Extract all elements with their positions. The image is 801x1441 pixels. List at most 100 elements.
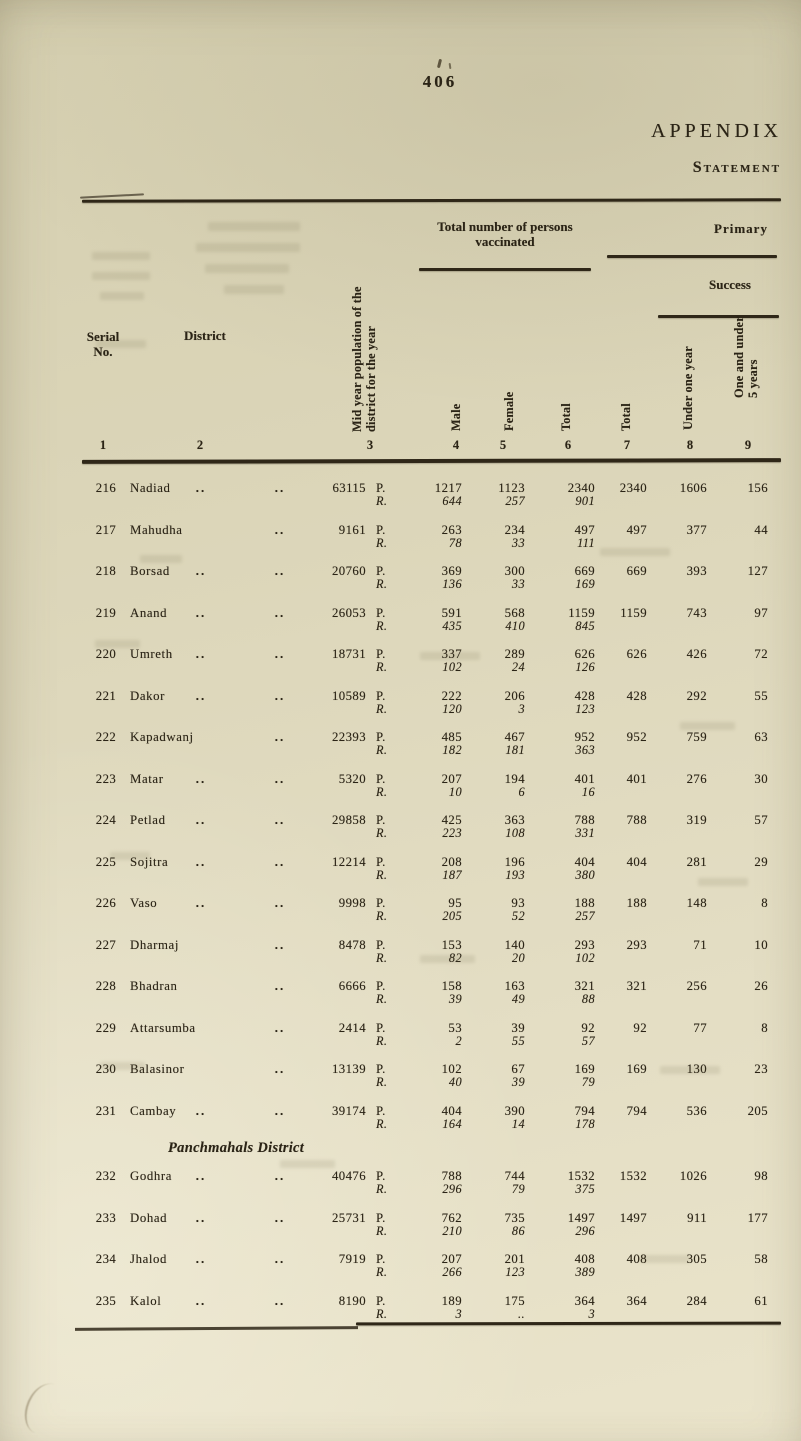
- population-cell: 2414: [338, 1020, 366, 1035]
- population-cell: 40476: [332, 1169, 366, 1183]
- primary-value: 30: [754, 771, 768, 786]
- population-cell: 63115: [332, 481, 366, 495]
- primary-value: 57: [754, 813, 768, 827]
- table-row: 235 Kalol.... 8190 P. R. 189 3 175.. 364 3 364 284 6…: [0, 1287, 801, 1329]
- primary-value: 794: [574, 1103, 595, 1118]
- revaccinated-row-label: R.: [376, 494, 388, 508]
- value-cell: 53 2: [415, 1021, 475, 1049]
- value-cell: 169: [600, 1062, 660, 1076]
- value-cell: 2340 901: [548, 481, 608, 509]
- primary-value: 281: [686, 854, 707, 869]
- primary-value: 401: [574, 771, 595, 786]
- primary-value: 207: [441, 771, 462, 786]
- primary-value: 428: [574, 688, 595, 703]
- serial-cell: 235: [95, 1293, 117, 1308]
- primary-value: 201: [504, 1252, 525, 1266]
- primary-value: 788: [441, 1169, 462, 1183]
- value-cell: 92: [600, 1021, 660, 1035]
- value-cell: 369 136: [415, 564, 475, 592]
- revaccinated-value: 178: [575, 1116, 595, 1131]
- primary-value: 485: [441, 730, 462, 744]
- leader-dots: ..: [195, 1210, 207, 1225]
- bleedthrough-smudge: [100, 1062, 145, 1070]
- value-cell: 163 49: [478, 979, 538, 1007]
- primary-value: 77: [693, 1020, 707, 1035]
- primary-value: 188: [626, 896, 647, 910]
- primary-row-label: P.: [376, 813, 386, 827]
- row-type-labels: P. R.: [376, 730, 402, 758]
- primary-value: 292: [686, 688, 707, 703]
- district-cell: Nadiad: [130, 481, 171, 495]
- value-cell: 8: [721, 896, 781, 910]
- value-cell: 1497 296: [548, 1211, 608, 1239]
- leader-dots: ..: [195, 1103, 207, 1118]
- primary-row-label: P.: [376, 771, 386, 786]
- value-cell: 428 123: [548, 689, 608, 717]
- serial-cell: 225: [95, 854, 117, 869]
- value-cell: 72: [721, 647, 781, 661]
- primary-value: 426: [686, 647, 707, 661]
- value-cell: 305: [660, 1252, 720, 1266]
- primary-value: 408: [626, 1252, 647, 1266]
- primary-value: 319: [686, 813, 707, 827]
- revaccinated-value: 266: [442, 1265, 462, 1279]
- row-type-labels: P. R.: [376, 938, 402, 966]
- primary-value: 497: [574, 522, 595, 537]
- leader-dots: ..: [195, 813, 207, 827]
- primary-value: 743: [686, 605, 707, 620]
- male-column-header: Male: [449, 403, 463, 431]
- revaccinated-value: 10: [448, 784, 462, 799]
- population-cell: 39174: [332, 1103, 366, 1118]
- value-cell: 669: [600, 564, 660, 578]
- revaccinated-value: 39: [511, 1075, 525, 1089]
- primary-value: 29: [754, 854, 768, 869]
- row-type-labels: P. R.: [376, 1062, 402, 1090]
- primary-value: 130: [686, 1062, 707, 1076]
- value-cell: 626 126: [548, 647, 608, 675]
- leader-dots: ..: [274, 1103, 286, 1118]
- primary-value: 72: [754, 647, 768, 661]
- primary-value: 208: [441, 854, 462, 869]
- primary-value: 626: [574, 647, 595, 661]
- column-number-4: 4: [452, 438, 460, 452]
- primary-value: 788: [574, 813, 595, 827]
- one-under-five-line2: 5 years: [746, 359, 760, 398]
- table-row: 222 Kapadwanj.. 22393 P. R. 485 182 467 181 952 36…: [0, 723, 801, 765]
- leader-dots: ..: [274, 481, 286, 495]
- primary-value: 762: [441, 1210, 462, 1225]
- revaccinated-row-label: R.: [376, 535, 388, 550]
- primary-value: 148: [686, 896, 707, 910]
- primary-value: 1532: [567, 1169, 595, 1183]
- primary-value: 404: [626, 854, 647, 869]
- table-row: 220 Umreth.... 18731 P. R. 337 102 289 24 626 126 6…: [0, 640, 801, 682]
- value-cell: 93 52: [478, 896, 538, 924]
- population-cell: 29858: [332, 813, 366, 827]
- primary-row-label: P.: [376, 730, 386, 744]
- serial-cell: 228: [95, 979, 117, 993]
- revaccinated-value: 223: [442, 826, 462, 840]
- primary-value: 669: [574, 564, 595, 578]
- primary-value: 744: [504, 1169, 525, 1183]
- column-number-3: 3: [366, 438, 374, 452]
- primary-value: 10: [754, 937, 768, 952]
- revaccinated-value: 33: [511, 535, 525, 550]
- table-row: 223 Matar.... 5320 P. R. 207 10 194 6 401 16 401 276…: [0, 765, 801, 807]
- table-row: 226 Vaso.... 9998 P. R. 95 205 93 52 188 257 188 148…: [0, 889, 801, 931]
- revaccinated-row-label: R.: [376, 618, 388, 633]
- revaccinated-value: 120: [442, 701, 462, 716]
- population-cell: 9998: [338, 896, 366, 910]
- table-top-rule-tail: [79, 193, 145, 199]
- revaccinated-value: 845: [575, 618, 595, 633]
- revaccinated-value: 375: [575, 1182, 595, 1196]
- revaccinated-value: 187: [442, 867, 462, 882]
- primary-value: 568: [504, 605, 525, 620]
- primary-value: 8: [761, 896, 768, 910]
- district-cell: Anand: [130, 605, 168, 620]
- district-cell: Petlad: [130, 813, 166, 827]
- primary-row-label: P.: [376, 1210, 386, 1225]
- primary-value: 911: [687, 1210, 707, 1225]
- revaccinated-value: 111: [577, 535, 595, 550]
- revaccinated-value: 380: [575, 867, 595, 882]
- value-cell: 404: [600, 855, 660, 869]
- value-cell: 140 20: [478, 938, 538, 966]
